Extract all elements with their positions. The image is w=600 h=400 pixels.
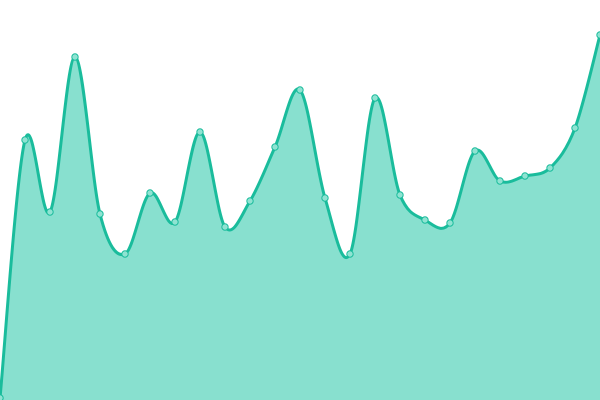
data-point-7 [171,218,179,226]
data-point-0 [0,394,4,400]
data-point-4 [96,210,104,218]
area-fill [0,35,600,400]
data-point-11 [271,143,279,151]
data-point-13 [321,194,329,202]
data-point-16 [396,191,404,199]
data-point-14 [346,250,354,258]
data-point-20 [496,177,504,185]
data-point-1 [21,136,29,144]
data-point-10 [246,197,254,205]
data-point-22 [546,164,554,172]
data-point-12 [296,86,304,94]
data-point-19 [471,147,479,155]
data-point-23 [571,124,579,132]
data-points [0,31,600,400]
data-point-6 [146,189,154,197]
data-point-3 [71,53,79,61]
data-point-8 [196,128,204,136]
data-point-15 [371,94,379,102]
data-point-5 [121,250,129,258]
data-point-2 [46,208,54,216]
data-point-18 [446,219,454,227]
data-point-21 [521,172,529,180]
data-point-9 [221,223,229,231]
data-point-17 [421,216,429,224]
